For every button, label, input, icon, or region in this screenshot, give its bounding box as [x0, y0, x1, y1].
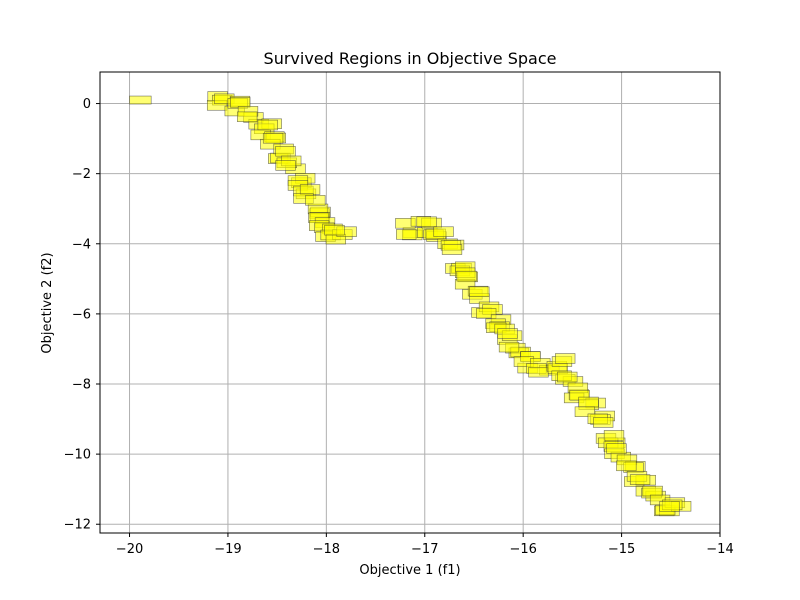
plot-frame [99, 71, 721, 534]
x-tick-label: −14 [706, 542, 733, 557]
region-rect [469, 286, 490, 297]
region-rect [476, 308, 497, 319]
region-rect [257, 119, 278, 131]
region-rect [305, 195, 326, 206]
y-tick-label: −10 [64, 448, 91, 463]
region-rect [498, 341, 520, 353]
region-rect [642, 485, 663, 497]
region-rect [129, 95, 152, 105]
region-rect [433, 226, 454, 237]
region-rect [299, 184, 321, 195]
region-rect [275, 146, 296, 157]
region-rect [578, 396, 599, 408]
region-rect [593, 417, 614, 428]
y-tick-label: −12 [64, 518, 91, 533]
region-rect [497, 328, 518, 339]
y-tick-label: 0 [83, 97, 91, 112]
x-tick-label: −20 [116, 542, 143, 557]
y-tick-label: −6 [72, 307, 91, 322]
grid [100, 72, 721, 533]
region-rect [606, 443, 627, 454]
x-tick-label: −17 [411, 542, 438, 557]
x-tick-label: −18 [313, 542, 340, 557]
region-rect [275, 160, 296, 171]
region-rect [262, 133, 284, 144]
region-rect [603, 430, 625, 441]
region-rect [528, 366, 549, 378]
region-rect [416, 216, 437, 227]
region-rect [456, 270, 477, 282]
x-tick-label: −15 [608, 542, 635, 557]
region-rect [237, 111, 258, 123]
region-rect [324, 224, 345, 236]
region-rect [557, 371, 578, 383]
y-tick-label: −2 [72, 167, 91, 182]
region-rect [555, 353, 576, 364]
region-rect [616, 460, 637, 472]
region-rect [659, 501, 680, 512]
region-rect [441, 244, 463, 255]
y-tick-label: −4 [72, 237, 91, 252]
region-rect [629, 474, 651, 485]
y-tick-label: −8 [72, 378, 91, 393]
data-regions [129, 91, 692, 517]
x-axis-label: Objective 1 (f1) [359, 563, 460, 578]
region-rect [230, 97, 251, 108]
chart-title: Survived Regions in Objective Space [264, 49, 557, 68]
ticks: −20 −19 −18 −17 −16 −15 −14 0 −2 −4 −6 −8 −10 −12 [64, 97, 734, 557]
x-tick-label: −16 [509, 542, 536, 557]
y-axis-label: Objective 2 (f2) [40, 252, 55, 353]
region-rect [396, 229, 417, 240]
x-tick-label: −19 [214, 542, 241, 557]
